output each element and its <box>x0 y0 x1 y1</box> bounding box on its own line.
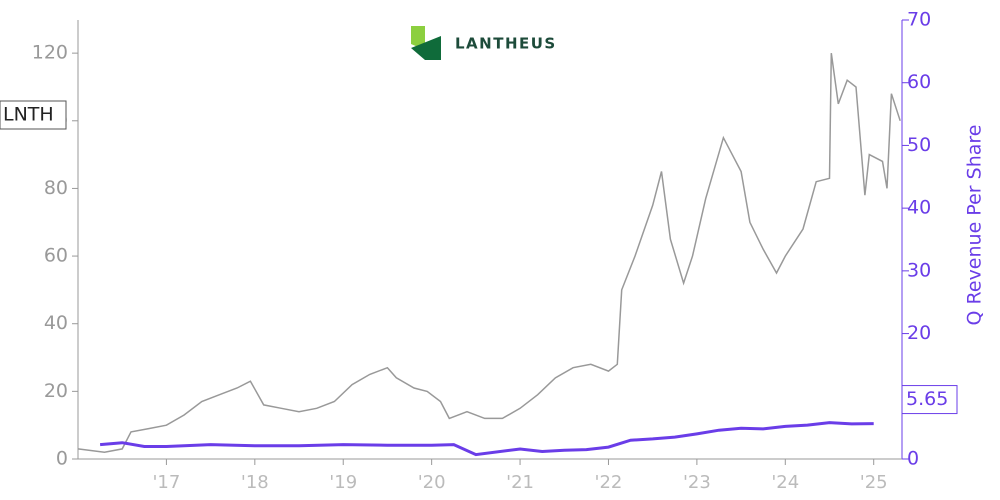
x-tick-label: '23 <box>683 472 711 493</box>
logo: LANTHEUS <box>411 26 557 60</box>
y-tick-label: 40 <box>44 312 68 334</box>
x-tick-label: '24 <box>771 472 799 493</box>
x-tick-label: '18 <box>241 472 269 493</box>
y2-tick-label: 60 <box>907 71 931 93</box>
y2-tick-label: 0 <box>907 448 919 470</box>
series-line <box>77 52 901 453</box>
last-value-label: 5.65 <box>906 388 948 410</box>
badge-box <box>901 385 958 415</box>
last-value-badge: 5.65 <box>901 385 958 415</box>
series-name: LNTH <box>3 104 54 126</box>
x-tick-label: '25 <box>860 472 888 493</box>
badge-box <box>0 100 67 130</box>
y2-tick-label: 30 <box>907 259 931 281</box>
y2-tick-label: 70 <box>907 9 931 31</box>
y2-axis-label: Q Revenue Per Share <box>964 125 986 326</box>
logo-text: LANTHEUS <box>455 35 557 53</box>
logo-leaf <box>411 36 441 60</box>
y-tick-label: 0 <box>56 448 68 470</box>
series-line <box>99 421 874 457</box>
x-tick-label: '20 <box>418 472 446 493</box>
y-tick-label: 20 <box>44 380 68 402</box>
y-tick-label: 80 <box>44 177 68 199</box>
x-tick-label: '17 <box>152 472 180 493</box>
x-tick-label: '19 <box>329 472 357 493</box>
y2-tick-label: 40 <box>907 197 931 219</box>
x-tick-label: '21 <box>506 472 534 493</box>
y-tick-label: 60 <box>44 245 68 267</box>
y2-tick-label: 20 <box>907 322 931 344</box>
series-badge: LNTH <box>0 100 67 130</box>
x-tick-label: '22 <box>595 472 623 493</box>
y-tick-label: 120 <box>32 42 68 64</box>
y2-tick-label: 50 <box>907 134 931 156</box>
